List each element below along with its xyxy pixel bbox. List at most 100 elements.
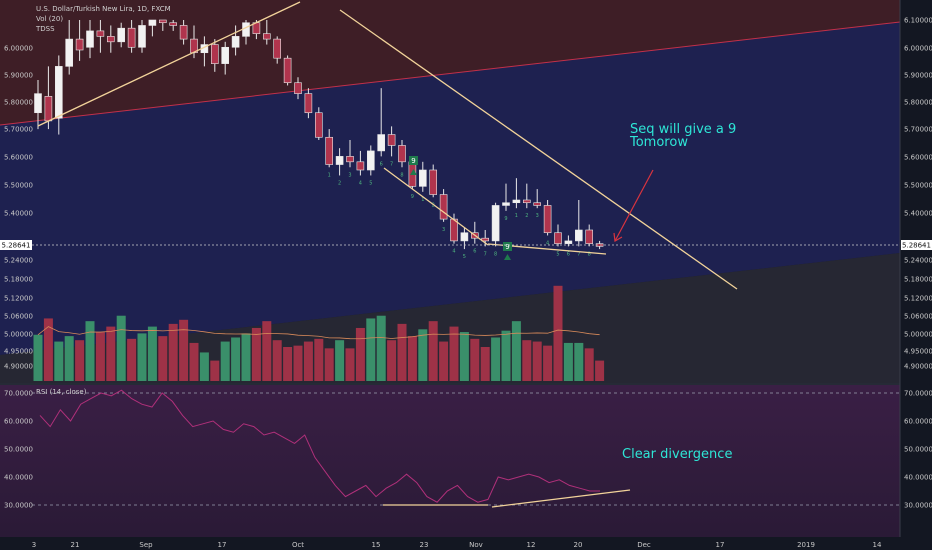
volume-bar [449,326,459,381]
price-tick-label: 6.00000 [904,45,932,53]
td-count: 7 [390,161,393,167]
candle [179,20,188,45]
annotation-divergence: Clear divergence [622,447,732,462]
candle-body [335,156,344,165]
volume-bar [459,332,469,381]
volume-bar [95,332,105,381]
rsi-tick-label-left: 30.0000 [4,502,33,510]
td-count: 7 [577,251,580,257]
candle [356,150,365,176]
volume-bar [137,333,147,381]
td-count: 1 [328,172,331,178]
candle-body [138,25,146,48]
candle [366,145,375,176]
candle-body [221,46,229,64]
svg-text:9: 9 [411,157,415,165]
volume-bar [366,318,376,381]
candle-body [491,205,500,242]
volume-bar [574,342,584,381]
volume-bar [75,340,85,381]
last-price-label-left-bg [0,240,32,250]
candle [65,20,73,75]
td-sequential-layer: 1 2 3 4 5 6 7 8 9 1 2 3 4 5 6 7 8 9 1 2 3 4 5 6 7 8 [328,161,591,260]
candle-body [231,36,240,48]
price-tick-label: 5.00000 [904,331,932,339]
chart-header-tds: TDSS [35,25,55,33]
candle [512,178,521,209]
candle [335,148,344,176]
downtrend-upper-line [339,9,738,290]
price-tick-label-left: 4.95000 [4,348,33,356]
volume-bar [480,347,490,381]
candle [522,183,531,209]
candle [221,41,229,75]
price-tick-label-left: 5.60000 [4,154,33,162]
volume-ma-line [37,326,600,340]
time-tick-label: Oct [292,541,304,549]
time-tick-label: 23 [420,541,429,549]
candle [138,20,146,53]
volume-bar [335,340,345,381]
annotation-arrow [613,169,654,242]
candle-body [65,38,73,67]
volume-bar [127,338,137,381]
chart-header-symbol: U.S. Dollar/Turkish New Lira, 1D, FXCM [36,5,171,13]
candle-body [117,27,125,43]
volume-bar [303,341,313,381]
candle-body [159,19,167,24]
volume-bar [147,326,157,381]
candle-body [439,194,448,220]
td-count: 5 [369,180,372,186]
candle [543,200,552,236]
candle-body [533,202,542,206]
volume-bar [584,348,594,381]
price-tick-label-left: 5.12000 [4,295,33,303]
volume-bar [85,321,95,381]
price-tick-label-left: 4.90000 [4,363,33,371]
candle [294,77,302,100]
volume-bar [241,333,251,381]
time-tick-label: 14 [873,541,882,549]
candle [325,129,334,168]
volume-bar [272,340,282,381]
price-tick-label-left: 6.00000 [4,45,33,53]
price-tick-label-left: 5.24000 [4,257,33,265]
time-tick-label: 20 [574,541,583,549]
last-price-label-left: 5.28641 [2,242,31,250]
volume-bar [387,340,397,381]
td-count: 8 [400,172,403,178]
volume-bar [324,348,334,381]
candle [273,36,282,64]
candle-body [294,82,302,94]
candle-body [211,44,219,64]
td-count: 2 [338,180,341,186]
candle [502,183,510,211]
candle [491,202,500,247]
candle [398,140,406,168]
candle [585,224,594,247]
td-count: 2 [525,213,528,219]
volume-bar [106,326,116,381]
rsi-tick-label-left: 60.0000 [4,418,33,426]
time-axis-bg [0,537,932,550]
candle [564,235,573,247]
volume-bar [43,318,53,381]
td-count: 6 [380,161,383,167]
volume-bar [376,315,386,381]
volume-bar [262,321,272,381]
price-tick-label-left: 5.50000 [4,182,33,190]
price-tick-label: 4.90000 [904,363,932,371]
rsi-tick-label-right: 30.0000 [904,502,932,510]
candle-body [262,33,271,40]
candle [117,22,125,48]
price-tick-label-left: 5.18000 [4,276,33,284]
time-tick-label: 21 [71,541,80,549]
price-axis-bg [900,0,932,550]
annotation-seq-line2: Tomorow [629,135,688,150]
volume-bar [345,348,355,381]
channel-top-line [0,21,901,126]
candle [387,126,396,157]
rsi-header: RSI (14, close) [36,388,87,396]
price-tick-label: 5.06000 [904,313,932,321]
time-tick-label: Nov [469,541,483,549]
